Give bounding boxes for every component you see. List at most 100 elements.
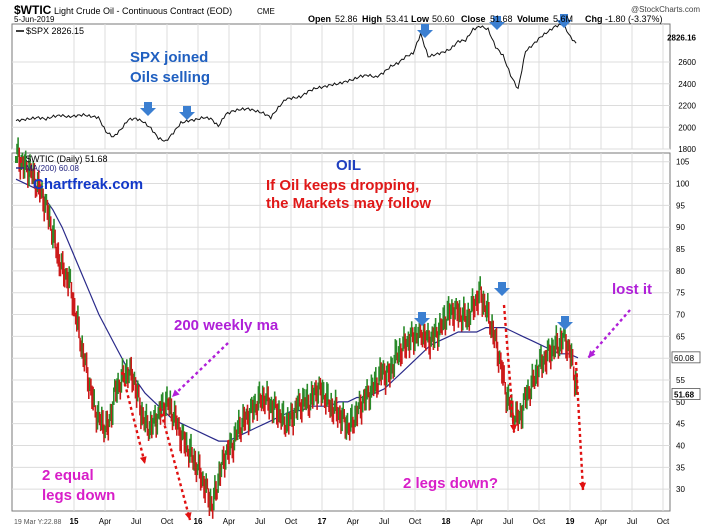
x-axis: 15 Apr Jul Oct 16 Apr Jul Oct 17 Apr Jul Oct 18 Apr Ju… <box>70 517 670 526</box>
red-leg-arrow-head <box>579 482 587 490</box>
wtic-price-bars <box>16 137 578 519</box>
x-tick-label: Jul <box>503 517 513 526</box>
wtic-y-tick-label: 40 <box>676 442 685 451</box>
blue-down-arrow <box>179 106 195 120</box>
wtic-legend-swatch-up <box>15 156 18 163</box>
x-tick-label: Apr <box>471 517 484 526</box>
exchange-label: CME <box>257 7 275 16</box>
wtic-y-axis: 303540455055606570758085909510010560.085… <box>671 158 701 494</box>
wtic-panel-title: $WTIC (Daily) 51.68 <box>26 154 108 164</box>
spx-y-tick-label: 2200 <box>678 102 696 111</box>
red-leg-arrow-head <box>184 512 192 520</box>
blue-down-arrow <box>489 16 505 30</box>
x-tick-label: 18 <box>442 517 451 526</box>
red-leg-arrow-shaft <box>120 371 147 465</box>
blue-down-arrow <box>140 102 156 116</box>
spx-note-line2: Oils selling <box>130 69 210 86</box>
volume-label: Volume <box>517 14 549 24</box>
wtic-y-tick-label: 45 <box>676 420 685 429</box>
wtic-y-tick-label: 85 <box>676 245 685 254</box>
close-last-value-label: 51.68 <box>674 391 695 400</box>
chg-label: Chg <box>585 14 603 24</box>
wtic-y-tick-label: 35 <box>676 463 685 472</box>
wtic-y-tick-label: 100 <box>676 180 690 189</box>
open-label: Open <box>308 14 331 24</box>
red-leg-arrow-head <box>139 456 147 464</box>
x-tick-label: Oct <box>409 517 422 526</box>
wtic-y-tick-label: 65 <box>676 332 685 341</box>
purple-ma-arrow-head <box>172 389 180 397</box>
high-value: 53.41 <box>386 14 409 24</box>
x-tick-label: Oct <box>657 517 670 526</box>
annotation-arrows <box>120 14 631 521</box>
spx-line-series <box>15 23 577 142</box>
spx-grid <box>12 24 670 150</box>
blue-down-arrow <box>494 282 510 296</box>
volume-value: 5.6M <box>553 14 573 24</box>
x-tick-label: 15 <box>70 517 79 526</box>
x-tick-label: Jul <box>627 517 637 526</box>
x-tick-label: 17 <box>318 517 327 526</box>
wtic-y-tick-label: 75 <box>676 289 685 298</box>
ma-last-value-label: 60.08 <box>674 354 695 363</box>
legs-note-line2: legs down <box>42 487 115 504</box>
x-tick-label: Jul <box>131 517 141 526</box>
blue-down-arrow <box>556 14 572 28</box>
red-leg-arrow-shaft <box>158 407 192 521</box>
x-tick-label: 16 <box>194 517 203 526</box>
open-value: 52.86 <box>335 14 358 24</box>
low-value: 50.60 <box>432 14 455 24</box>
blue-down-arrow <box>557 316 573 330</box>
wtic-legend-swatch-down <box>19 157 22 163</box>
spx-y-tick-label: 1800 <box>678 145 696 154</box>
spx-price-line <box>15 23 577 142</box>
purple-lost-arrow-shaft <box>587 309 631 359</box>
contract-description: Light Crude Oil - Continuous Contract (E… <box>54 6 232 16</box>
x-tick-label: Oct <box>533 517 546 526</box>
close-label: Close <box>461 14 486 24</box>
x-tick-label: Jul <box>379 517 389 526</box>
symbol-label: $WTIC <box>14 3 52 17</box>
x-tick-label: 19 <box>566 517 575 526</box>
x-tick-label: Apr <box>223 517 236 526</box>
blue-down-arrow <box>414 312 430 326</box>
x-tick-label: Apr <box>595 517 608 526</box>
ma-last-value-tag <box>671 351 701 364</box>
x-tick-label: Oct <box>285 517 298 526</box>
blue-down-arrow <box>417 24 433 38</box>
wtic-y-tick-label: 95 <box>676 201 685 210</box>
x-tick-label: Jul <box>255 517 265 526</box>
x-tick-label: Apr <box>347 517 360 526</box>
spx-y-axis: 1800 2000 2200 2400 2600 2826.16 <box>667 33 696 154</box>
wtic-y-tick-label: 55 <box>676 376 685 385</box>
stockcharts-watermark: @StockCharts.com <box>631 5 700 14</box>
wtic-y-tick-label: 30 <box>676 485 685 494</box>
wtic-y-tick-label: 70 <box>676 311 685 320</box>
oil-note-line2: the Markets may follow <box>266 195 431 212</box>
x-tick-label: Apr <box>99 517 112 526</box>
low-label: Low <box>411 14 430 24</box>
purple-ma-arrow-shaft <box>171 342 229 398</box>
close-value: 51.68 <box>490 14 513 24</box>
spx-y-tick-label: 2400 <box>678 80 696 89</box>
ma-legend-label: MA(200) 60.08 <box>26 164 79 173</box>
wtic-y-tick-label: 105 <box>676 158 690 167</box>
spx-panel-title: $SPX 2826.15 <box>26 26 84 36</box>
spx-note-line1: SPX joined <box>130 49 208 66</box>
red-leg-arrow-head <box>510 424 517 432</box>
wtic-y-tick-label: 90 <box>676 223 685 232</box>
spx-y-tick-label: 2000 <box>678 123 696 132</box>
close-last-value-tag <box>671 388 701 400</box>
legs-note-line1: 2 equal <box>42 467 94 484</box>
oil-title-annotation: OIL <box>336 157 361 174</box>
high-label: High <box>362 14 382 24</box>
spx-y-tick-label: 2600 <box>678 58 696 67</box>
spx-panel-frame <box>11 23 671 150</box>
purple-lost-arrow-head <box>588 350 596 358</box>
lost-it-note: lost it <box>612 281 652 298</box>
bottom-left-stamp: 19 Mar Y:22.88 <box>14 519 61 526</box>
chartfreak-brand: Chartfreak.com <box>33 176 143 193</box>
chart-date: 5-Jun-2019 <box>14 15 55 24</box>
oil-note-line1: If Oil keeps dropping, <box>266 177 419 194</box>
